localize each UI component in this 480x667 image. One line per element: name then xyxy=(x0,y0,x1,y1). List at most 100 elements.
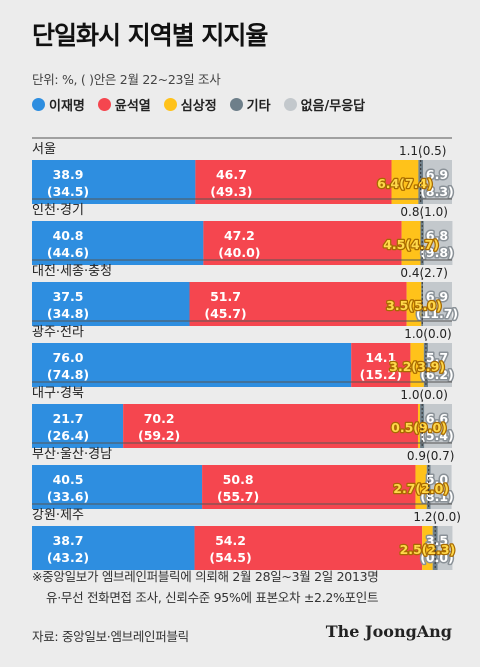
region-0-label-yoon: 46.7 xyxy=(216,167,247,182)
legend-swatch-none xyxy=(283,98,297,111)
region-0-bar-sim xyxy=(391,160,419,204)
unit-note: 단위: %, ( )안은 2월 22~23일 조사 xyxy=(32,72,221,87)
region-0-label-lee: 38.9 xyxy=(53,167,84,182)
legend: 이재명 윤석열 심상정 기타 없음/무응답 xyxy=(32,95,365,114)
footnote-line-2: 유·무선 전화면접 조사, 신뢰수준 95%에 표본오차 ±2.2%포인트 xyxy=(46,590,379,605)
region-3-label-other: 1.0(0.0) xyxy=(404,327,452,341)
region-2-label-lee: 37.5 xyxy=(53,289,84,304)
legend-label-yoon: 윤석열 xyxy=(114,99,151,114)
region-4-bar-yoon xyxy=(123,404,418,448)
region-2-label-other: 0.4(2.7) xyxy=(400,266,448,280)
region-3-label-lee: 76.0 xyxy=(53,350,84,365)
region-4-label-none-prev: (5.4) xyxy=(420,428,454,443)
region-3-label: 광주·전라 xyxy=(32,325,84,340)
region-5-bar-yoon xyxy=(202,465,416,509)
region-4-bar-lee xyxy=(32,404,124,448)
footnote-line-1: ※중앙일보가 엠브레인퍼블릭에 의뢰해 2월 28일~3월 2일 2013명 xyxy=(32,569,379,584)
region-6-bar-yoon xyxy=(194,526,423,570)
legend-item-other: 기타 xyxy=(229,95,271,114)
region-5-label-none: 5.0 xyxy=(426,472,448,487)
region-4-label-yoon: 70.2 xyxy=(144,411,175,426)
region-2-bar-yoon xyxy=(189,282,407,326)
legend-label-sim: 심상정 xyxy=(180,99,217,114)
region-0-label-yoon-prev: (49.3) xyxy=(210,184,252,199)
region-5-label-sim: 2.7(2.0) xyxy=(393,481,449,496)
region-3-label-none: 5.7 xyxy=(426,350,448,365)
legend-label-lee: 이재명 xyxy=(49,99,85,114)
region-2-label-lee-prev: (34.8) xyxy=(47,306,89,321)
region-3-bar-yoon xyxy=(351,343,411,387)
region-5-label-lee-prev: (33.6) xyxy=(47,489,89,504)
region-2-bar-sim xyxy=(406,282,422,326)
region-0-label: 서울 xyxy=(32,142,56,157)
region-2-label-yoon: 51.7 xyxy=(210,289,241,304)
region-1-label-yoon-prev: (40.0) xyxy=(218,245,260,260)
source-credit: 자료: 중앙일보·엠브레인퍼블릭 xyxy=(32,629,189,644)
region-3-label-none-prev: (6.2) xyxy=(420,367,454,382)
region-6-bar-none xyxy=(437,526,453,570)
region-6-label-lee: 38.7 xyxy=(53,533,84,548)
brand-logo: The JoongAng xyxy=(325,622,452,641)
region-1-label-sim: 4.5(4.7) xyxy=(383,237,439,252)
legend-item-none: 없음/무응답 xyxy=(283,95,366,114)
region-2-label: 대전·세종·충청 xyxy=(32,264,112,279)
region-5-label-yoon-prev: (55.7) xyxy=(217,489,259,504)
region-6-label-yoon-prev: (54.5) xyxy=(209,550,251,565)
region-3-label-yoon: 14.1 xyxy=(365,350,396,365)
region-5-bar-none xyxy=(430,465,452,509)
legend-swatch-lee xyxy=(32,98,45,111)
legend-item-sim: 심상정 xyxy=(163,95,217,114)
legend-swatch-yoon xyxy=(97,98,111,111)
region-6-bar-lee xyxy=(32,526,195,570)
region-0-label-lee-prev: (34.5) xyxy=(47,184,89,199)
region-3-label-yoon-prev: (15.2) xyxy=(360,367,402,382)
region-5-label-other: 0.9(0.7) xyxy=(407,449,455,463)
region-4-bar-sim xyxy=(417,404,421,448)
legend-item-lee: 이재명 xyxy=(32,95,85,114)
region-6-label-lee-prev: (43.2) xyxy=(47,550,89,565)
region-6-label-yoon: 54.2 xyxy=(215,533,246,548)
region-2-label-sim: 3.5(5.0) xyxy=(386,298,442,313)
region-0-label-other: 1.1(0.5) xyxy=(399,144,447,158)
region-2-label-none-prev: (11.7) xyxy=(416,306,458,321)
region-4-label-lee-prev: (26.4) xyxy=(47,428,89,443)
region-4-label-lee: 21.7 xyxy=(53,411,84,426)
region-1-bar-lee xyxy=(32,221,204,265)
region-3-bar-sim xyxy=(410,343,424,387)
region-1-bar-sim xyxy=(401,221,421,265)
region-1-label: 인천·경기 xyxy=(32,203,84,218)
region-0-bar-lee xyxy=(32,160,196,204)
region-5-label-none-prev: (8.1) xyxy=(420,489,454,504)
region-4-label: 대구·경북 xyxy=(32,386,84,401)
region-1-bar-none xyxy=(423,221,453,265)
region-0-label-none-prev: (8.3) xyxy=(420,184,454,199)
legend-label-none: 없음/무응답 xyxy=(300,99,366,114)
region-0-bar-none xyxy=(423,160,452,204)
region-5-bar-lee xyxy=(32,465,203,509)
region-2-label-none: 6.9 xyxy=(426,289,448,304)
region-6-label-none-prev: (0.0) xyxy=(420,550,454,565)
region-6-label-sim: 2.5(2.3) xyxy=(400,542,456,557)
footnote: ※중앙일보가 엠브레인퍼블릭에 의뢰해 2월 28일~3월 2일 2013명 유… xyxy=(32,566,379,608)
legend-swatch-other xyxy=(229,98,243,111)
region-2-bar-lee xyxy=(32,282,190,326)
region-1-label-none: 6.8 xyxy=(426,228,448,243)
legend-swatch-sim xyxy=(163,98,177,111)
chart-title: 단일화시 지역별 지지율 xyxy=(32,21,268,50)
region-1-label-other: 0.8(1.0) xyxy=(400,205,448,219)
region-4-label-none: 6.6 xyxy=(426,411,448,426)
region-5-label: 부산·울산·경남 xyxy=(32,447,112,462)
region-6-bar-sim xyxy=(422,526,433,570)
legend-label-other: 기타 xyxy=(246,99,271,114)
region-6-label-other: 1.2(0.0) xyxy=(413,510,461,524)
region-6-label: 강원·제주 xyxy=(32,508,84,523)
region-0-bar-yoon xyxy=(195,160,392,204)
region-0-label-sim: 6.4(7.4) xyxy=(377,176,433,191)
region-4-bar-none xyxy=(424,404,452,448)
region-3-bar-none xyxy=(428,343,452,387)
region-2-label-yoon-prev: (45.7) xyxy=(204,306,246,321)
region-5-label-lee: 40.5 xyxy=(53,472,84,487)
region-1-label-none-prev: (9.8) xyxy=(420,245,454,260)
region-3-bar-lee xyxy=(32,343,352,387)
region-3-label-sim: 3.2(3.9) xyxy=(389,359,445,374)
